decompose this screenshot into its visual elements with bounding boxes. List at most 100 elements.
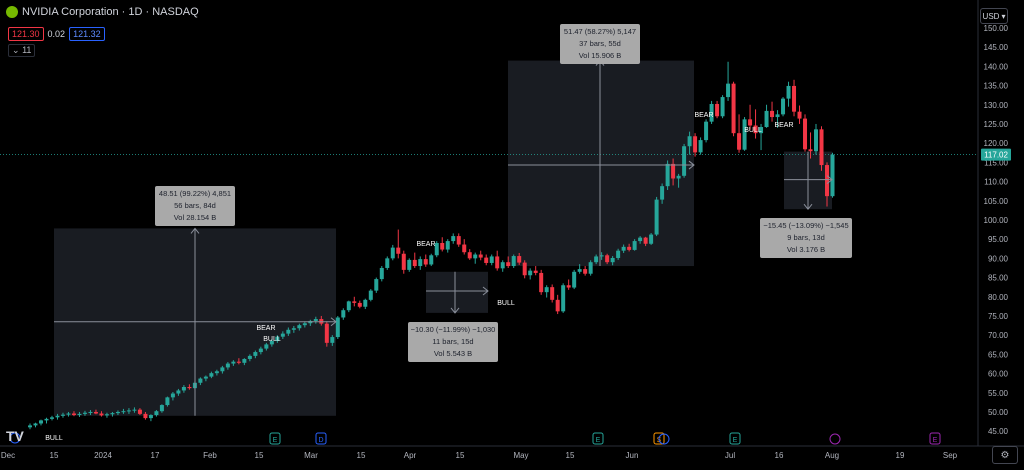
buy-price-button[interactable]: 121.32 bbox=[69, 27, 105, 41]
event-marker[interactable] bbox=[592, 432, 604, 445]
time-tick-label: Apr bbox=[404, 451, 417, 460]
event-marker[interactable] bbox=[315, 432, 327, 445]
candle-body bbox=[478, 254, 483, 258]
spread-value: 0.02 bbox=[47, 29, 66, 39]
candle-body bbox=[704, 121, 709, 141]
measure-label-text: Vol 15.906 B bbox=[579, 51, 622, 60]
candle-body bbox=[599, 255, 604, 257]
candle-body bbox=[225, 363, 230, 368]
gear-icon[interactable]: ⚙ bbox=[992, 446, 1018, 464]
candle-body bbox=[572, 271, 577, 288]
price-tick-label: 125.00 bbox=[984, 120, 1009, 129]
candle-body bbox=[456, 236, 461, 245]
candle-body bbox=[236, 361, 241, 363]
time-tick-label: Mar bbox=[304, 451, 318, 460]
candle-body bbox=[748, 119, 753, 126]
candle-body bbox=[418, 259, 423, 267]
candle-body bbox=[583, 269, 588, 274]
nvidia-logo-icon bbox=[6, 6, 18, 18]
currency-button[interactable]: USD ▾ bbox=[980, 8, 1008, 24]
candle-body bbox=[792, 85, 797, 112]
price-tick-label: 135.00 bbox=[984, 82, 1009, 91]
measure-region bbox=[426, 271, 488, 313]
price-tick-label: 55.00 bbox=[988, 389, 1009, 398]
candle-body bbox=[665, 163, 670, 187]
candle-body bbox=[258, 348, 263, 353]
measure-label-text: 51.47 (58.27%) 5,147 bbox=[564, 27, 636, 36]
candle-body bbox=[649, 234, 654, 244]
tradingview-logo-icon: TV bbox=[6, 428, 24, 444]
candle-body bbox=[500, 262, 505, 269]
candle-body bbox=[148, 415, 153, 419]
candle-body bbox=[550, 287, 555, 300]
current-price-label: 117.02 bbox=[984, 151, 1008, 160]
time-tick-label: 15 bbox=[566, 451, 575, 460]
candle-body bbox=[726, 83, 731, 98]
candle-body bbox=[654, 199, 659, 235]
candle-body bbox=[242, 358, 247, 363]
symbol-header[interactable]: NVIDIA Corporation · 1D · NASDAQ bbox=[6, 6, 199, 18]
candle-body bbox=[616, 250, 621, 258]
price-tick-label: 105.00 bbox=[984, 197, 1009, 206]
candle-body bbox=[231, 361, 236, 364]
pattern-annotation: BULL bbox=[744, 127, 762, 134]
candle-body bbox=[577, 269, 582, 272]
event-marker[interactable] bbox=[658, 433, 670, 445]
candle-body bbox=[687, 136, 692, 147]
candle-body bbox=[440, 243, 445, 250]
candle-body bbox=[803, 118, 808, 150]
candle-body bbox=[247, 355, 252, 359]
candle-body bbox=[412, 259, 417, 267]
sell-price-button[interactable]: 121.30 bbox=[8, 27, 44, 41]
candle-body bbox=[797, 111, 802, 119]
indicators-count: 11 bbox=[22, 45, 32, 55]
price-tick-label: 60.00 bbox=[988, 370, 1009, 379]
time-tick-label: 15 bbox=[50, 451, 59, 460]
measure-label-text: 37 bars, 55d bbox=[579, 39, 621, 48]
candle-body bbox=[324, 323, 329, 343]
candle-body bbox=[352, 301, 357, 303]
candle-body bbox=[198, 378, 203, 383]
candle-body bbox=[99, 413, 104, 416]
candle-body bbox=[297, 325, 302, 329]
time-tick-label: 15 bbox=[357, 451, 366, 460]
pattern-annotation: BULL bbox=[45, 435, 63, 442]
event-marker[interactable] bbox=[929, 432, 941, 445]
candle-body bbox=[775, 114, 780, 118]
candle-body bbox=[110, 413, 115, 415]
candle-body bbox=[143, 413, 148, 419]
candle-body bbox=[759, 127, 764, 134]
price-tick-label: 150.00 bbox=[984, 24, 1009, 33]
time-tick-label: Sep bbox=[943, 451, 958, 460]
event-marker[interactable] bbox=[653, 432, 665, 445]
candle-body bbox=[71, 413, 76, 416]
time-tick-label: 15 bbox=[456, 451, 465, 460]
candle-body bbox=[379, 267, 384, 280]
time-tick-label: May bbox=[513, 451, 528, 460]
event-marker[interactable] bbox=[729, 432, 741, 445]
candle-body bbox=[159, 405, 164, 412]
time-tick-label: Dec bbox=[1, 451, 15, 460]
candle-body bbox=[346, 301, 351, 311]
candle-body bbox=[506, 262, 511, 267]
candle-body bbox=[764, 110, 769, 128]
event-marker[interactable] bbox=[269, 432, 281, 445]
measure-label-text: 9 bars, 13d bbox=[787, 233, 825, 242]
candle-body bbox=[462, 244, 467, 253]
candle-body bbox=[731, 83, 736, 134]
pattern-annotation: BEAR bbox=[416, 241, 435, 248]
candle-body bbox=[825, 165, 830, 197]
event-marker-label: E bbox=[273, 437, 278, 444]
indicators-toggle[interactable]: ⌄ 11 bbox=[8, 44, 36, 57]
event-marker[interactable] bbox=[9, 432, 21, 444]
event-marker[interactable] bbox=[829, 433, 841, 445]
price-tick-label: 145.00 bbox=[984, 43, 1009, 52]
candle-body bbox=[368, 290, 373, 300]
candle-body bbox=[60, 414, 65, 416]
candle-body bbox=[115, 411, 120, 414]
candle-body bbox=[104, 414, 109, 416]
candle-body bbox=[473, 254, 478, 259]
candle-body bbox=[632, 241, 637, 250]
